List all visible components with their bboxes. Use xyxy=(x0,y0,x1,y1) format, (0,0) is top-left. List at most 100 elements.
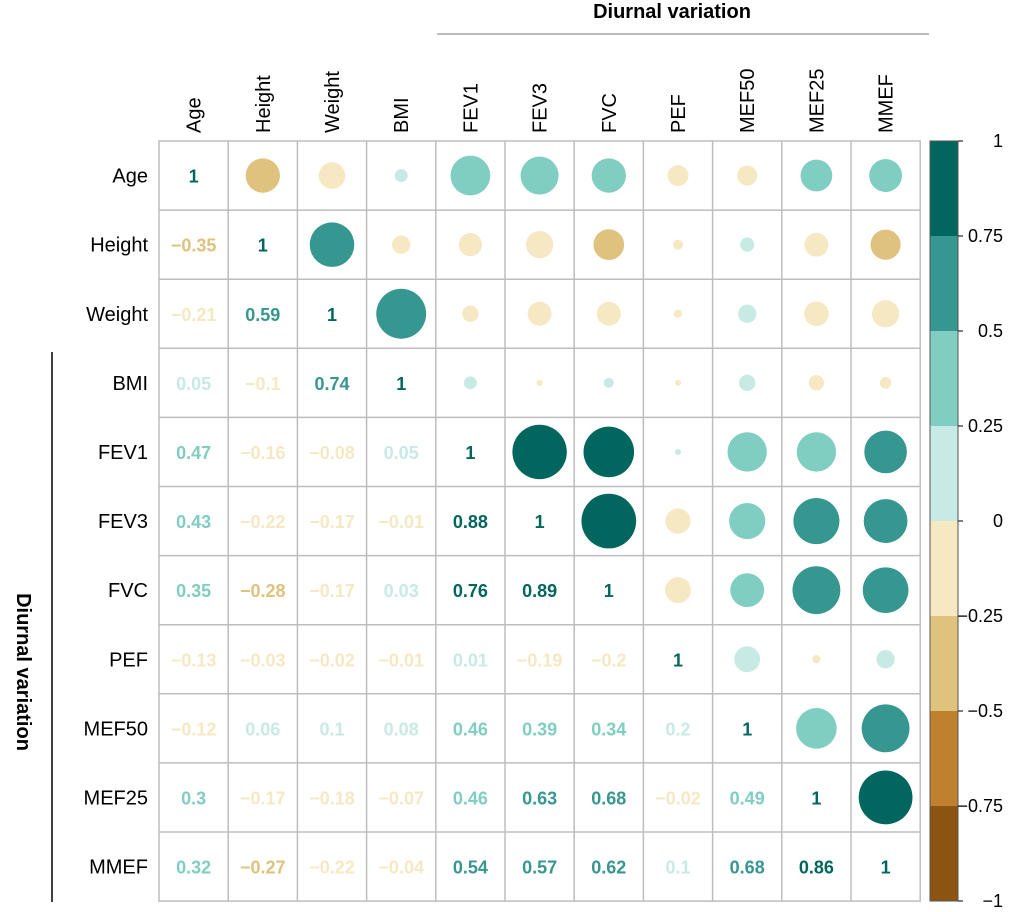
value-label-fev3-weight: −0.17 xyxy=(309,512,355,532)
value-label-fvc-bmi: 0.03 xyxy=(384,581,419,601)
row-label-pef: PEF xyxy=(109,649,148,671)
value-label-mef25-fvc: 0.68 xyxy=(591,788,626,808)
corr-circle-weight-fev1 xyxy=(462,305,479,322)
value-label-fev3-fev3: 1 xyxy=(535,512,545,532)
corr-circle-bmi-mef25 xyxy=(808,375,825,391)
value-label-mef25-weight: −0.18 xyxy=(309,788,355,808)
corr-circle-height-mef50 xyxy=(740,237,755,252)
value-label-fvc-height: −0.28 xyxy=(240,581,286,601)
legend-tick-label: 0 xyxy=(993,511,1003,531)
value-label-fev3-bmi: −0.01 xyxy=(378,512,424,532)
value-label-fvc-age: 0.35 xyxy=(176,581,211,601)
value-label-mmef-height: −0.27 xyxy=(240,858,286,878)
legend-tick-label: 1 xyxy=(993,131,1003,151)
value-label-mef50-mef50: 1 xyxy=(742,719,752,739)
legend-swatch xyxy=(930,806,958,902)
corr-circle-fvc-pef xyxy=(665,577,691,604)
corr-circle-weight-fev3 xyxy=(527,301,552,326)
col-label-mef50: MEF50 xyxy=(737,69,759,133)
value-label-pef-fev1: 0.01 xyxy=(453,650,488,670)
corr-circle-weight-fvc xyxy=(596,301,621,326)
corr-circle-fev1-fvc xyxy=(583,426,635,478)
corr-circle-age-mmef xyxy=(869,159,903,192)
value-label-mmef-mmef: 1 xyxy=(881,858,891,878)
corr-circle-age-pef xyxy=(667,165,689,187)
legend-tick-label: −0.75 xyxy=(957,796,1003,816)
corr-circle-pef-mef50 xyxy=(734,646,761,673)
value-label-weight-height: 0.59 xyxy=(245,305,280,325)
corr-circle-pef-mef25 xyxy=(812,655,821,664)
top-title: Diurnal variation xyxy=(593,1,751,23)
value-label-fvc-fev1: 0.76 xyxy=(453,581,488,601)
value-label-fev1-height: −0.16 xyxy=(240,443,286,463)
value-label-mmef-weight: −0.22 xyxy=(309,858,355,878)
value-label-fvc-fvc: 1 xyxy=(604,581,614,601)
value-label-fev1-weight: −0.08 xyxy=(309,443,355,463)
left-title: Diurnal variation xyxy=(12,593,34,751)
corr-circle-height-weight xyxy=(309,222,355,267)
corr-circle-age-mef25 xyxy=(800,159,833,192)
value-label-mef25-bmi: −0.07 xyxy=(378,788,424,808)
legend-swatch xyxy=(930,331,958,427)
legend-tick-label: −1 xyxy=(982,891,1003,911)
value-label-mef25-mef25: 1 xyxy=(811,788,821,808)
col-label-fev1: FEV1 xyxy=(460,83,482,133)
corr-circle-age-fvc xyxy=(591,158,626,193)
row-label-mmef: MMEF xyxy=(89,857,148,879)
col-label-bmi: BMI xyxy=(391,97,413,133)
corr-circle-fev1-pef xyxy=(675,448,681,455)
value-label-pef-bmi: −0.01 xyxy=(378,650,424,670)
row-label-fev3: FEV3 xyxy=(98,511,148,533)
row-labels: Age Height Weight BMI FEV1 FEV3 FVC PEF MEF50 MEF… xyxy=(84,166,149,879)
value-label-mef50-pef: 0.2 xyxy=(665,719,690,739)
col-label-mmef: MMEF xyxy=(876,74,898,133)
value-label-mef50-height: 0.06 xyxy=(245,719,280,739)
value-label-mmef-fev3: 0.57 xyxy=(522,858,557,878)
value-label-mmef-bmi: −0.04 xyxy=(378,858,424,878)
corr-circle-weight-pef xyxy=(673,309,683,318)
value-label-fev1-bmi: 0.05 xyxy=(384,443,419,463)
corr-circle-fvc-mef50 xyxy=(730,573,765,608)
col-label-age: Age xyxy=(184,97,206,133)
corr-circle-weight-mef25 xyxy=(804,301,829,327)
row-label-age: Age xyxy=(112,166,148,188)
value-label-pef-pef: 1 xyxy=(673,650,683,670)
corr-circle-bmi-fev1 xyxy=(463,376,477,390)
col-label-weight: Weight xyxy=(322,71,344,133)
value-label-pef-age: −0.13 xyxy=(171,650,217,670)
corr-circle-mef50-mef25 xyxy=(796,708,837,749)
value-label-mef50-fev1: 0.46 xyxy=(453,719,488,739)
corr-circle-fev3-mmef xyxy=(863,499,908,543)
value-label-weight-age: −0.21 xyxy=(171,305,217,325)
value-label-fev3-height: −0.22 xyxy=(240,512,286,532)
col-label-fev3: FEV3 xyxy=(530,83,552,133)
corr-circle-height-bmi xyxy=(392,235,411,254)
legend-swatch xyxy=(930,616,958,712)
corr-circle-bmi-mef50 xyxy=(738,374,756,392)
value-label-mmef-fev1: 0.54 xyxy=(453,858,488,878)
value-label-mef50-age: −0.12 xyxy=(171,719,217,739)
legend-swatch xyxy=(930,236,958,332)
legend-tick-label: 0.75 xyxy=(968,226,1003,246)
color-legend: 1 0.75 0.5 0.25 0 −0.25 −0.5 −0.75 −1 xyxy=(929,131,1003,911)
corr-circle-fvc-mmef xyxy=(862,567,909,613)
col-label-fvc: FVC xyxy=(599,93,621,133)
corr-circle-age-fev3 xyxy=(520,156,559,195)
value-label-mef50-bmi: 0.08 xyxy=(384,719,419,739)
value-label-bmi-age: 0.05 xyxy=(176,374,211,394)
corr-circle-bmi-fvc xyxy=(603,377,614,388)
legend-tick-label: 0.25 xyxy=(968,416,1003,436)
value-label-mef25-pef: −0.02 xyxy=(655,788,701,808)
legend-tick-label: −0.5 xyxy=(967,701,1003,721)
row-label-mef50: MEF50 xyxy=(84,718,148,740)
corr-circle-fvc-mef25 xyxy=(792,566,841,615)
corr-circle-fev3-fvc xyxy=(581,493,637,549)
row-label-weight: Weight xyxy=(86,304,148,326)
legend-swatch xyxy=(930,521,958,617)
value-label-height-height: 1 xyxy=(258,236,268,256)
value-label-mef25-height: −0.17 xyxy=(240,788,286,808)
value-label-fev3-fev1: 0.88 xyxy=(453,512,488,532)
corr-circle-pef-mmef xyxy=(876,650,895,669)
legend-tick-label: 0.5 xyxy=(978,321,1003,341)
